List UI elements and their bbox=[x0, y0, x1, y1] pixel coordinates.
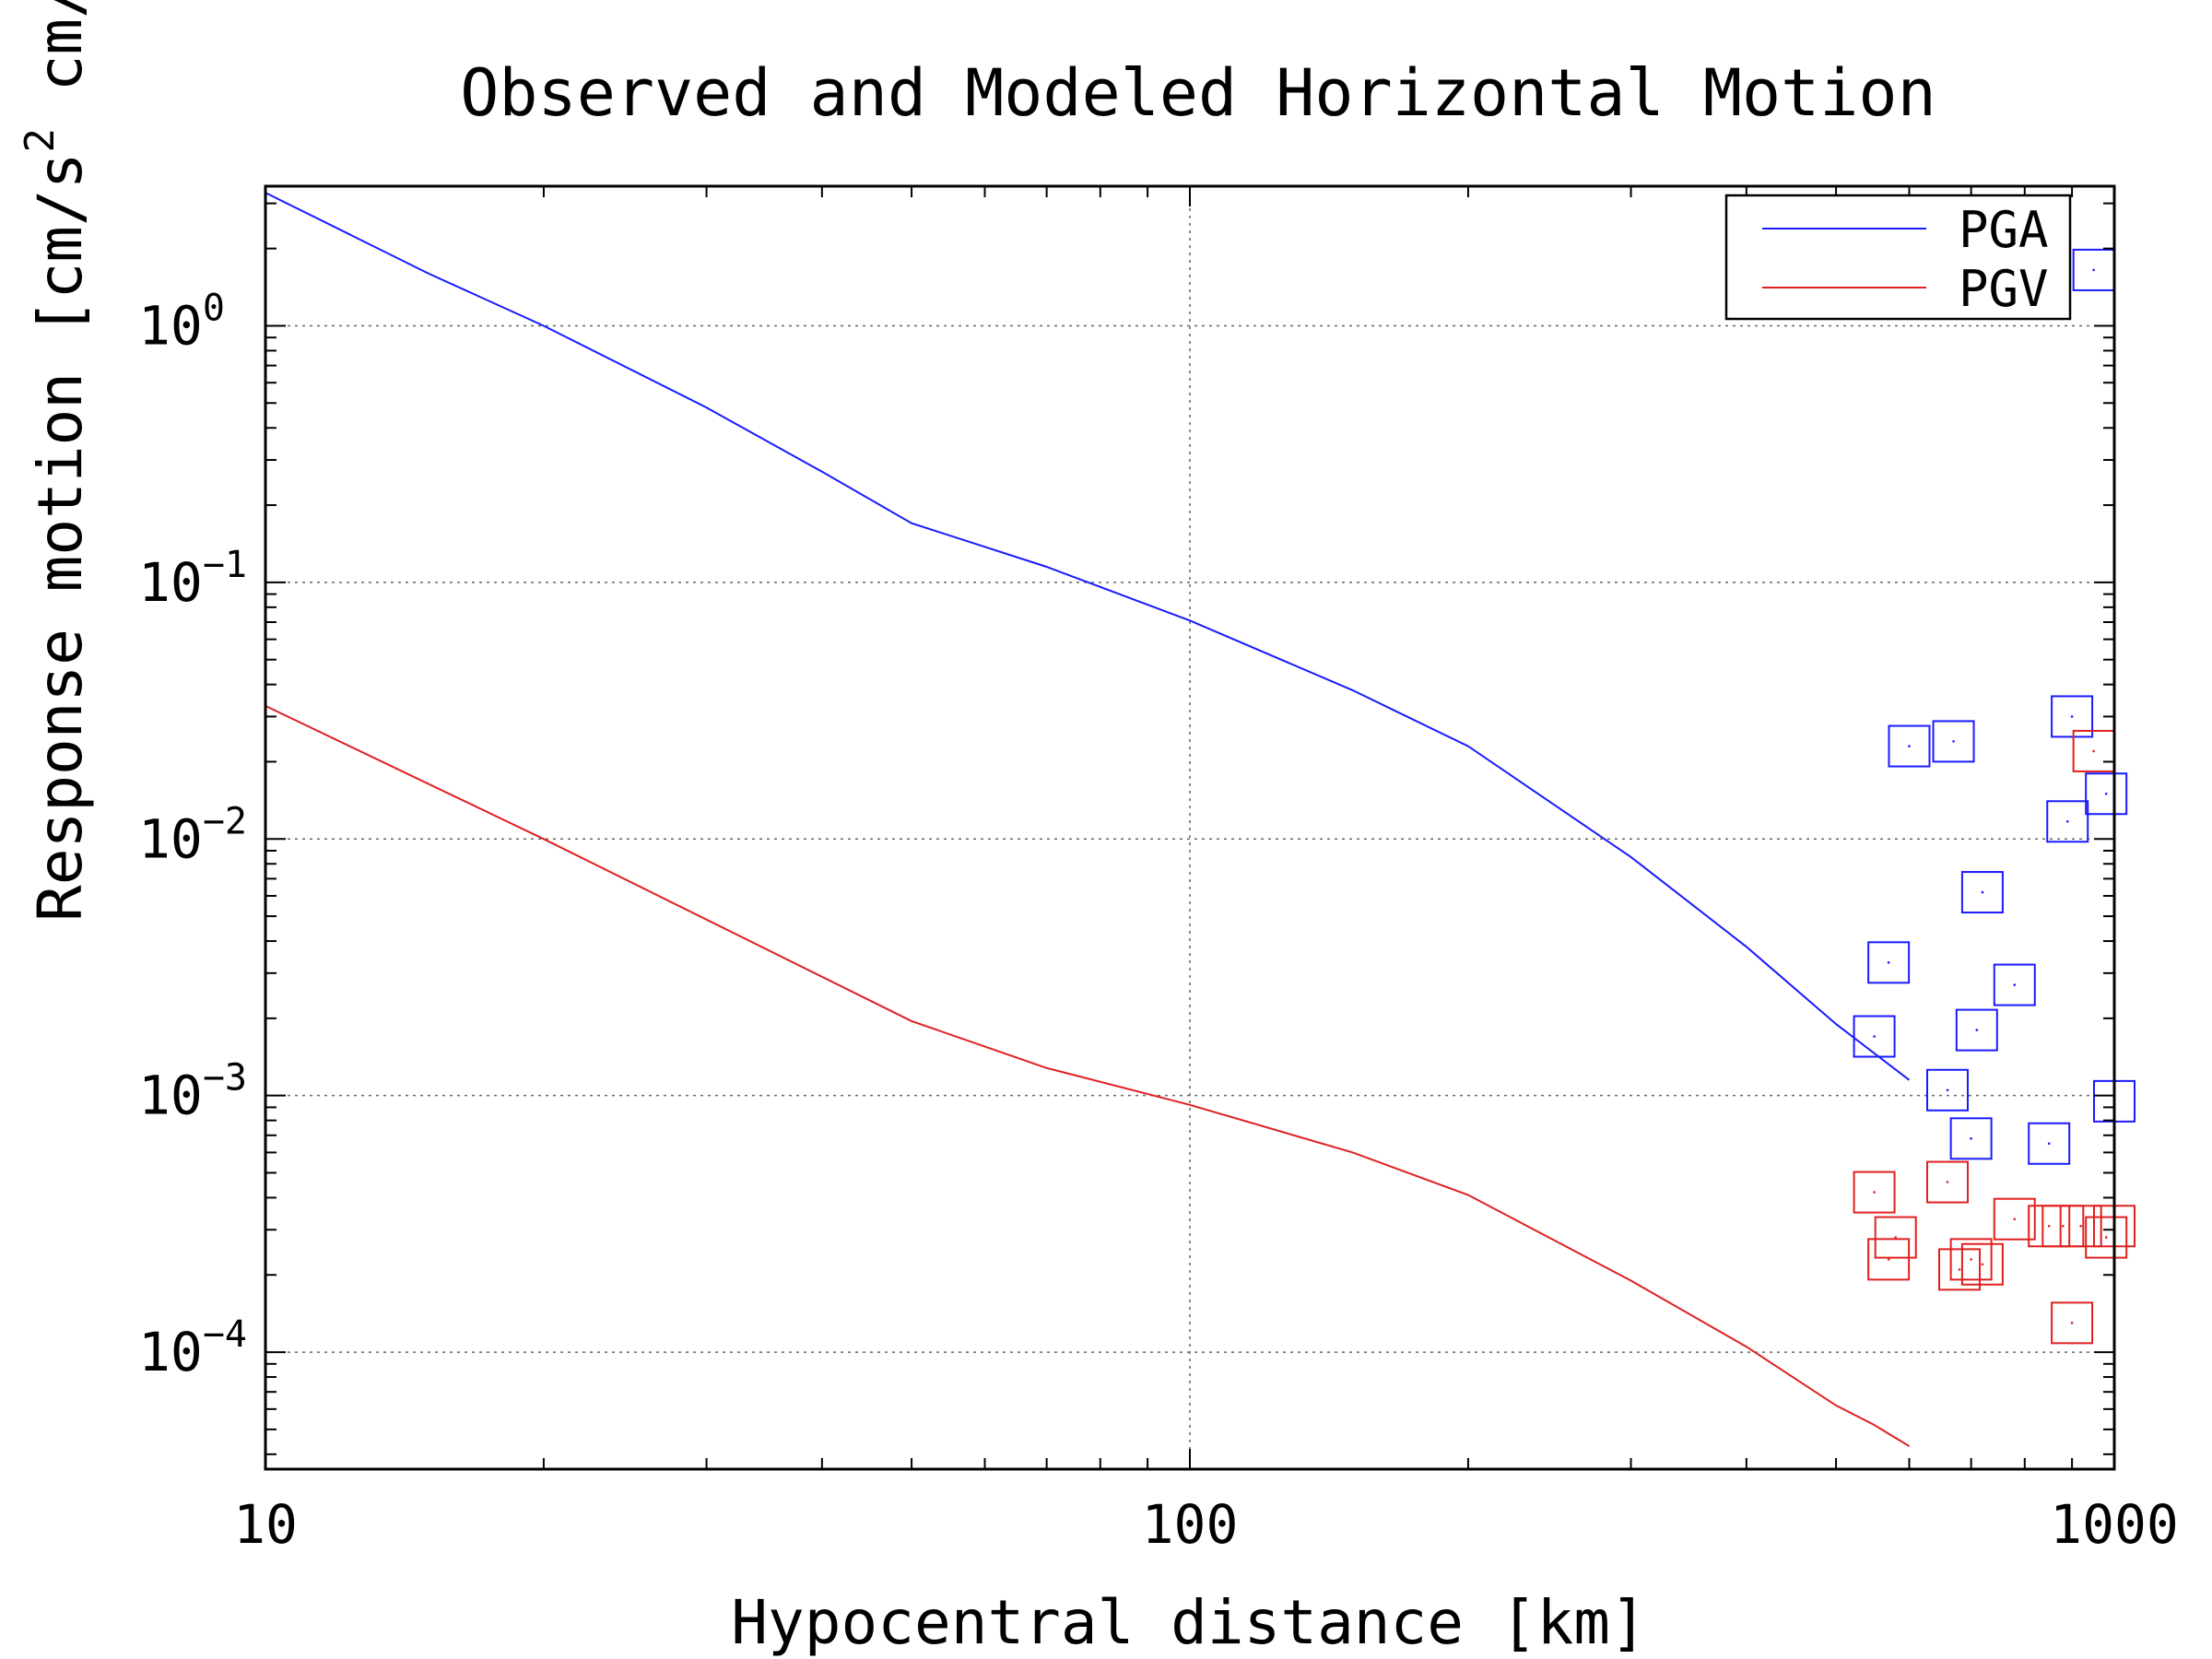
data-marker-dot-pga bbox=[1952, 740, 1955, 743]
data-marker-pga bbox=[1932, 720, 1975, 763]
data-marker-pga bbox=[2046, 800, 2089, 843]
data-marker-dot-pgv bbox=[1981, 1263, 1984, 1266]
y-tick-label-base: 10 bbox=[138, 1321, 203, 1383]
data-marker-pgv bbox=[1853, 1171, 1896, 1214]
data-marker-dot-pga bbox=[2065, 819, 2069, 823]
data-marker-pgv bbox=[2059, 1205, 2102, 1248]
data-marker-pgv bbox=[2051, 1301, 2094, 1345]
data-marker-dot-pgv bbox=[1873, 1191, 1876, 1194]
data-marker-pga bbox=[1993, 963, 2036, 1006]
series-line-pgv bbox=[265, 704, 1911, 1447]
y-tick-label: 10−4 bbox=[138, 1313, 247, 1383]
data-marker-dot-pga bbox=[2013, 983, 2017, 986]
x-tick-label: 1000 bbox=[2050, 1493, 2179, 1556]
data-marker-pgv bbox=[1938, 1248, 1982, 1291]
y-tick-label-base: 10 bbox=[138, 807, 203, 870]
y-tick-label-base: 10 bbox=[138, 1065, 203, 1127]
data-marker-dot-pga bbox=[1946, 1088, 1949, 1092]
legend-label-pga: PGA bbox=[1959, 201, 2049, 259]
x-tick-label: 100 bbox=[1142, 1493, 1239, 1556]
plot-series bbox=[265, 192, 2136, 1447]
x-axis-label: Hypocentral distance [km] bbox=[731, 1587, 1646, 1658]
y-axis-label-unit: cm/s] bbox=[25, 0, 96, 128]
legend-box bbox=[1724, 194, 2072, 321]
data-marker-dot-pgv bbox=[1894, 1236, 1898, 1239]
data-marker-dot-pgv bbox=[2092, 749, 2095, 753]
data-marker-pgv bbox=[1949, 1238, 1993, 1281]
data-marker-dot-pgv bbox=[2047, 1224, 2051, 1228]
data-marker-dot-pga bbox=[1970, 1136, 1972, 1140]
data-marker-dot-pga bbox=[2104, 792, 2108, 795]
data-marker-dot-pga bbox=[2047, 1142, 2051, 1146]
data-marker-pgv bbox=[1874, 1216, 1917, 1259]
data-marker-pga bbox=[1867, 941, 1911, 984]
data-marker-dot-pgv bbox=[1970, 1258, 1972, 1261]
y-axis-label-superscript: 2 bbox=[17, 128, 64, 153]
data-marker-pga bbox=[1853, 1015, 1896, 1058]
data-marker-pga bbox=[1960, 871, 2004, 914]
y-tick-label: 10−1 bbox=[138, 544, 247, 614]
data-marker-dot-pgv bbox=[2104, 1236, 2108, 1239]
data-marker-pgv bbox=[2085, 1216, 2128, 1259]
y-tick-label: 100 bbox=[138, 287, 225, 357]
data-marker-dot-pga bbox=[2070, 715, 2074, 718]
data-marker-dot-pgv bbox=[2070, 1322, 2074, 1324]
plot-frame bbox=[264, 184, 2116, 1471]
data-marker-dot-pgv bbox=[1946, 1181, 1949, 1183]
data-marker-pga bbox=[2051, 695, 2094, 738]
data-marker-pga bbox=[2085, 772, 2128, 816]
data-marker-dot-pga bbox=[1981, 890, 1984, 894]
data-marker-pga bbox=[1955, 1008, 1998, 1052]
data-marker-pgv bbox=[1926, 1160, 1970, 1204]
data-marker-dot-pgv bbox=[1958, 1268, 1961, 1271]
legend-label-pgv: PGV bbox=[1959, 260, 2049, 318]
data-marker-dot-pga bbox=[2092, 268, 2095, 272]
y-tick-label: 10−2 bbox=[138, 800, 247, 870]
data-marker-pga bbox=[1888, 724, 1931, 768]
y-tick-label-base: 10 bbox=[138, 294, 203, 357]
chart-title: Observed and Modeled Horizontal Motion bbox=[460, 55, 1936, 131]
data-marker-pgv bbox=[1993, 1197, 2036, 1241]
grid bbox=[265, 186, 2114, 1469]
data-marker-dot-pga bbox=[1908, 745, 1911, 747]
data-marker-dot-pga bbox=[1975, 1029, 1979, 1031]
series-line-pga bbox=[265, 192, 1911, 1081]
data-marker-pga bbox=[1949, 1117, 1993, 1160]
data-marker-dot-pgv bbox=[2079, 1224, 2082, 1228]
y-tick-label-exponent: 0 bbox=[203, 287, 225, 329]
data-marker-pgv bbox=[1867, 1238, 1911, 1281]
y-tick-label-exponent: −2 bbox=[203, 800, 247, 842]
data-marker-dot-pga bbox=[1873, 1035, 1876, 1038]
y-axis-label: Response motion [cm/s2 cm/s] bbox=[17, 0, 96, 922]
data-marker-dot-pgv bbox=[1887, 1258, 1890, 1261]
data-marker-pga bbox=[1926, 1068, 1970, 1112]
x-tick-label: 10 bbox=[233, 1493, 298, 1556]
data-marker-dot-pgv bbox=[2013, 1218, 2017, 1221]
y-tick-label-exponent: −3 bbox=[203, 1057, 247, 1100]
legend: PGA PGV bbox=[1724, 194, 2072, 321]
y-tick-label-base: 10 bbox=[138, 551, 203, 614]
y-tick-label: 10−3 bbox=[138, 1057, 247, 1127]
data-marker-dot-pga bbox=[1887, 961, 1890, 964]
y-axis-label-main: Response motion [cm/s bbox=[25, 153, 96, 922]
y-tick-label-exponent: −4 bbox=[203, 1313, 247, 1356]
data-marker-dot-pgv bbox=[2062, 1224, 2065, 1228]
y-tick-label-exponent: −1 bbox=[203, 544, 247, 586]
data-marker-pgv bbox=[1960, 1242, 2004, 1286]
data-marker-pga bbox=[2028, 1122, 2071, 1165]
